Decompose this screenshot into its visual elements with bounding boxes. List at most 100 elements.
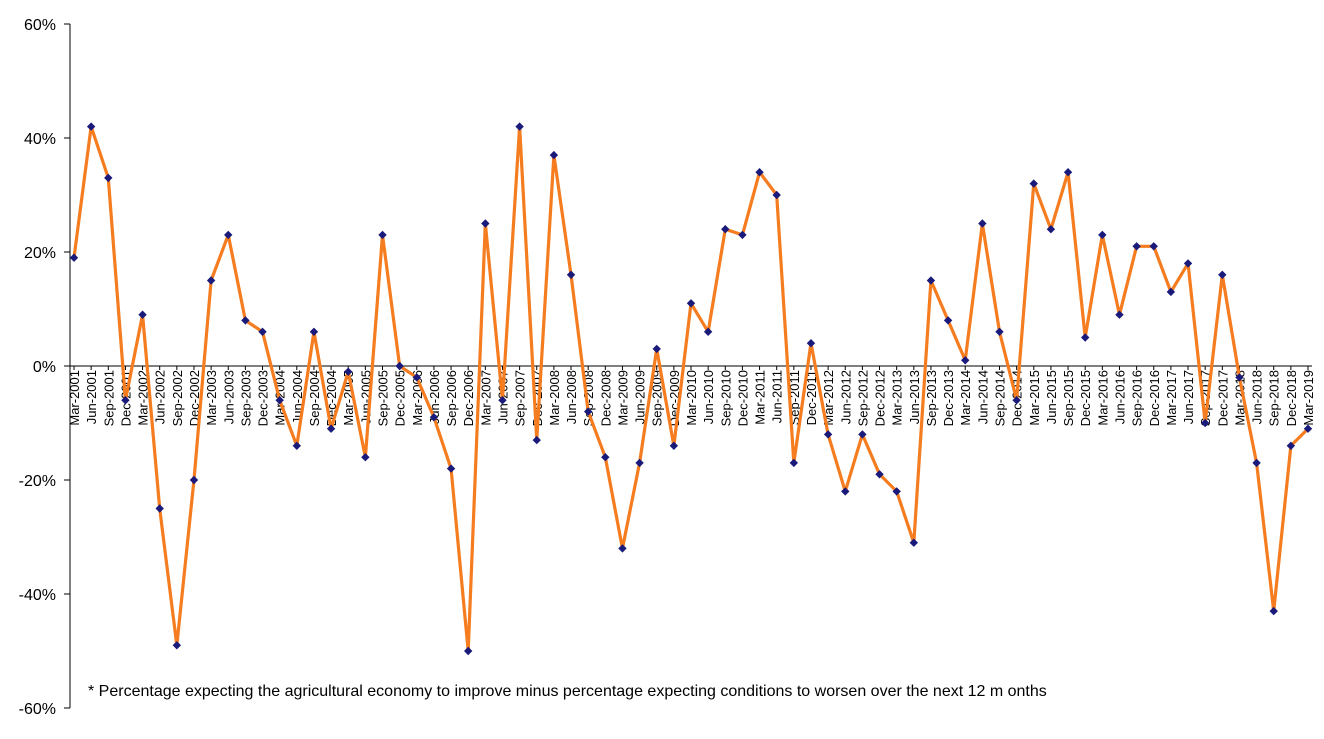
data-point	[224, 230, 233, 240]
x-tick-label: Jun-2003	[221, 370, 236, 424]
x-tick-label: Sep-2015	[1061, 370, 1076, 426]
x-tick-label: Dec-2006	[461, 370, 476, 426]
data-point	[1303, 424, 1313, 433]
data-point	[1063, 168, 1073, 177]
x-tick-label: Dec-2018	[1284, 370, 1299, 426]
x-tick-label: Jun-2001	[84, 370, 99, 424]
x-tick-label: Sep-2012	[855, 370, 870, 426]
data-point	[841, 487, 850, 496]
x-tick-label: Dec-2016	[1147, 370, 1162, 426]
data-point	[86, 122, 96, 131]
x-tick-label: Mar-2015	[1027, 370, 1042, 426]
x-tick-label: Dec-2005	[393, 370, 408, 426]
data-point	[566, 270, 576, 279]
data-point	[446, 464, 456, 473]
data-point	[1286, 441, 1296, 450]
data-point	[755, 168, 764, 177]
data-point	[1235, 373, 1244, 382]
x-tick-label: Mar-2007	[478, 370, 493, 426]
x-tick-label: Mar-2003	[204, 370, 219, 426]
data-point	[429, 413, 439, 422]
data-point	[1183, 259, 1193, 268]
data-point	[652, 344, 661, 354]
x-tick-label: Dec-2017	[1215, 370, 1230, 426]
x-tick-label: Mar-2008	[547, 370, 562, 426]
x-tick-label: Mar-2017	[1164, 370, 1179, 426]
x-tick-label: Jun-2018	[1250, 370, 1265, 424]
series	[69, 122, 1313, 656]
data-point	[1115, 310, 1124, 319]
data-point	[292, 441, 302, 450]
x-tick-label: Sep-2003	[238, 370, 253, 426]
data-point	[309, 327, 319, 336]
x-tick-label: Jun-2013	[907, 370, 922, 424]
data-point	[395, 361, 404, 371]
data-point	[909, 538, 919, 547]
data-point	[326, 424, 336, 433]
data-point	[378, 230, 387, 240]
data-point	[875, 470, 884, 479]
data-point	[1252, 458, 1261, 468]
data-point	[669, 441, 679, 450]
data-point	[138, 310, 147, 319]
data-point	[172, 641, 182, 650]
x-tick-label: Mar-2010	[684, 370, 699, 426]
x-tick-label: Jun-2016	[1112, 370, 1127, 424]
data-point	[498, 396, 507, 405]
x-tick-label: Jun-2015	[1044, 370, 1059, 424]
x-tick-label: Sep-2013	[924, 370, 939, 426]
data-point	[532, 435, 541, 445]
x-tick-label: Sep-2002	[170, 370, 185, 426]
x-tick-label: Jun-2011	[770, 370, 785, 423]
x-tick-label: Sep-2014	[993, 370, 1008, 426]
y-tick-label: 20%	[24, 245, 56, 262]
x-tick-label: Dec-2008	[598, 370, 613, 426]
data-point	[463, 646, 473, 656]
data-point	[618, 544, 627, 553]
data-point	[69, 253, 79, 262]
x-tick-label: Jun-2017	[1181, 370, 1196, 424]
data-point	[121, 396, 130, 405]
x-tick-label: Dec-2015	[1078, 370, 1093, 426]
chart-annotation: * Percentage expecting the agricultural …	[88, 683, 1047, 700]
x-tick-label: Mar-2018	[1232, 370, 1247, 426]
x-tick-label: Dec-2010	[735, 370, 750, 426]
y-tick-label: -60%	[19, 701, 56, 718]
data-point	[823, 430, 833, 439]
x-axis-ticks: Mar-2001Jun-2001Sep-2001Dec-2001Mar-2002…	[67, 366, 1316, 426]
data-point	[515, 122, 524, 131]
data-point	[1012, 396, 1021, 405]
data-point	[806, 339, 816, 348]
x-tick-label: Dec-2012	[873, 370, 888, 426]
x-tick-label: Mar-2002	[136, 370, 151, 426]
data-point	[1098, 230, 1107, 240]
data-point	[892, 487, 901, 496]
data-point	[1029, 179, 1038, 188]
x-tick-label: Sep-2006	[444, 370, 459, 426]
data-point	[1046, 225, 1056, 234]
data-point	[995, 327, 1004, 336]
y-tick-label: 60%	[24, 17, 56, 34]
x-tick-label: Sep-2018	[1267, 370, 1282, 426]
x-tick-label: Sep-2007	[513, 370, 528, 426]
x-tick-label: Dec-2003	[256, 370, 271, 426]
x-tick-label: Jun-2014	[975, 370, 990, 424]
data-point	[1080, 333, 1090, 342]
x-tick-label: Mar-2016	[1095, 370, 1110, 426]
data-point	[1200, 418, 1210, 428]
y-tick-label: -40%	[19, 587, 56, 604]
data-point	[789, 458, 799, 468]
x-tick-label: Mar-2019	[1301, 370, 1316, 426]
data-point	[926, 276, 936, 285]
data-point	[344, 367, 353, 376]
y-tick-label: 0%	[33, 359, 56, 376]
data-point	[275, 396, 284, 405]
data-point	[1166, 287, 1176, 297]
data-point	[1218, 270, 1227, 279]
data-point	[258, 327, 267, 336]
x-tick-label: Sep-2009	[650, 370, 665, 426]
x-tick-label: Jun-2010	[701, 370, 716, 424]
data-point	[206, 276, 216, 285]
